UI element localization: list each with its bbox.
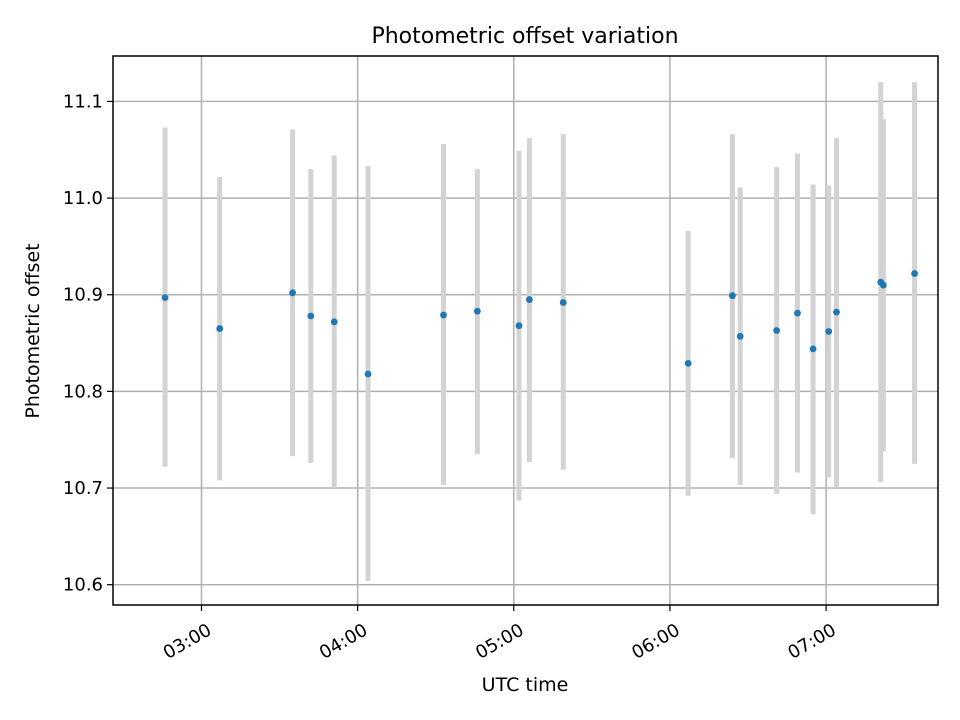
x-tick-label: 07:00	[784, 620, 839, 664]
plot-frame	[112, 55, 939, 606]
data-point	[307, 312, 315, 320]
y-tick-label: 10.7	[63, 478, 103, 499]
data-point	[833, 308, 840, 316]
data-point	[825, 328, 833, 335]
data-point	[364, 370, 372, 378]
y-tick-label: 10.9	[63, 285, 103, 306]
data-point	[330, 318, 338, 326]
data-point	[440, 311, 447, 319]
x-tick-label: 06:00	[628, 620, 683, 664]
data-point	[773, 327, 781, 334]
data-points	[161, 270, 918, 378]
y-tick-label: 10.8	[63, 381, 103, 402]
data-point	[794, 309, 801, 317]
y-tick-label: 11.1	[63, 91, 103, 112]
data-point	[879, 281, 887, 289]
data-point	[911, 270, 918, 277]
data-point	[559, 299, 567, 306]
data-point	[515, 322, 523, 330]
x-tick-label: 05:00	[472, 620, 527, 664]
chart-title: Photometric offset variation	[371, 24, 678, 49]
errorbars	[162, 82, 918, 581]
data-point	[729, 292, 736, 300]
x-tick-label: 03:00	[160, 620, 215, 664]
data-point	[526, 296, 533, 303]
y-tick-label: 11.0	[63, 188, 103, 209]
data-point	[684, 359, 692, 367]
data-point	[161, 294, 169, 302]
y-tick-label: 10.6	[63, 575, 103, 596]
x-tick-label: 04:00	[316, 620, 371, 664]
y-axis-label: Photometric offset	[22, 243, 44, 418]
axis-ticks: 03:00 04:00 05:00 06:00 07:00 10.6 10.7 10.8 10.…	[63, 91, 840, 663]
data-point	[216, 325, 224, 332]
data-point	[473, 307, 481, 315]
data-point	[736, 332, 744, 340]
data-point	[809, 345, 817, 353]
data-point	[289, 289, 296, 297]
x-axis-label: UTC time	[482, 674, 569, 696]
